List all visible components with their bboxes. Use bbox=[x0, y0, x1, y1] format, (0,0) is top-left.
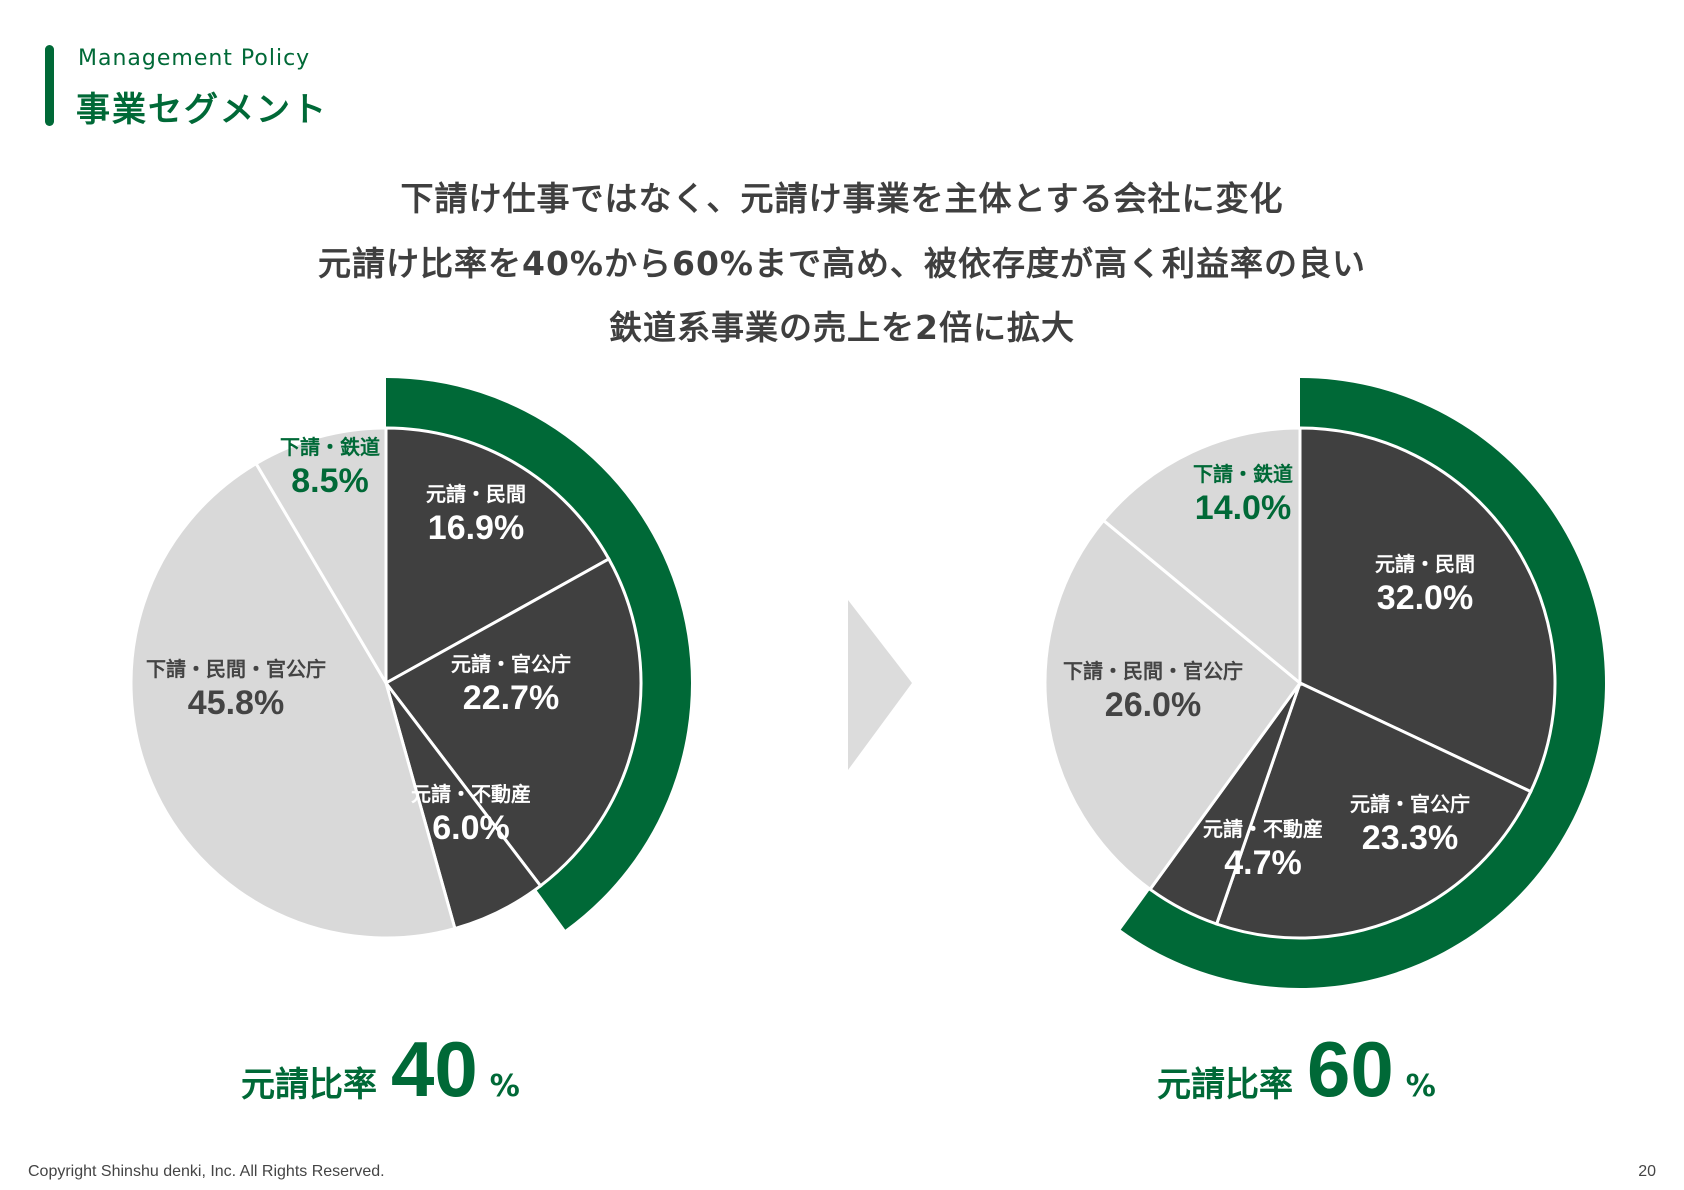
section-kicker: Management Policy bbox=[78, 46, 311, 71]
headline-line-2: 元請け比率を40%から60%まで高め、被依存度が高く利益率の良い bbox=[318, 244, 1366, 283]
slice-value-label: 16.9% bbox=[428, 509, 524, 547]
pie-slice bbox=[1298, 426, 1557, 794]
title-accent-bar bbox=[45, 45, 54, 126]
slice-label: 下請・鉄道 bbox=[280, 435, 380, 459]
slice-label: 元請・民間 bbox=[1375, 552, 1475, 576]
headline-line-3: 鉄道系事業の売上を2倍に拡大 bbox=[609, 308, 1075, 347]
page-title: 事業セグメント bbox=[76, 90, 328, 130]
slice-label: 下請・鉄道 bbox=[1193, 462, 1293, 486]
slice-value-label: 45.8% bbox=[188, 684, 284, 722]
pie-slice bbox=[1101, 426, 1302, 687]
prime-contract-ring bbox=[386, 378, 691, 930]
slice-value-label: 32.0% bbox=[1377, 579, 1473, 617]
slice-label: 下請・民間・官公庁 bbox=[1063, 659, 1243, 683]
slice-value-label: 26.0% bbox=[1105, 686, 1201, 724]
ratio-summary-before: 元請比率 40 % bbox=[241, 1030, 520, 1108]
slice-label: 元請・不動産 bbox=[1203, 817, 1323, 841]
slice-value-label: 8.5% bbox=[291, 462, 369, 500]
ratio-value: 60 bbox=[1307, 1025, 1394, 1113]
slice-value-label: 22.7% bbox=[463, 679, 559, 717]
slice-value-label: 14.0% bbox=[1195, 489, 1291, 527]
headline-line-1: 下請け仕事ではなく、元請け事業を主体とする会社に変化 bbox=[400, 179, 1284, 218]
pie-slice bbox=[383, 556, 643, 888]
page-number: 20 bbox=[1638, 1163, 1656, 1180]
slice-label: 元請・官公庁 bbox=[1350, 792, 1470, 816]
pie-slice bbox=[384, 426, 611, 686]
copyright-text: Copyright Shinshu denki, Inc. All Rights… bbox=[28, 1163, 385, 1180]
ratio-unit: % bbox=[489, 1069, 520, 1104]
ratio-label: 元請比率 bbox=[1157, 1065, 1293, 1105]
slice-label: 元請・官公庁 bbox=[451, 652, 571, 676]
slice-label: 元請・不動産 bbox=[411, 782, 531, 806]
slice-label: 下請・民間・官公庁 bbox=[146, 657, 326, 681]
slice-value-label: 6.0% bbox=[432, 809, 510, 847]
pie-slice bbox=[254, 426, 388, 689]
slice-label: 元請・民間 bbox=[426, 482, 526, 506]
ratio-value: 40 bbox=[391, 1025, 478, 1113]
slice-value-label: 4.7% bbox=[1224, 844, 1302, 882]
ratio-unit: % bbox=[1405, 1069, 1436, 1104]
pie-slice bbox=[1043, 518, 1303, 892]
pie-slice bbox=[129, 461, 457, 940]
slice-value-label: 23.3% bbox=[1362, 819, 1458, 857]
ratio-label: 元請比率 bbox=[241, 1065, 377, 1105]
ratio-summary-after: 元請比率 60 % bbox=[1157, 1030, 1436, 1108]
arrow-right-icon bbox=[848, 600, 912, 770]
pie-slice bbox=[1214, 680, 1533, 940]
prime-contract-ring bbox=[1120, 378, 1605, 988]
